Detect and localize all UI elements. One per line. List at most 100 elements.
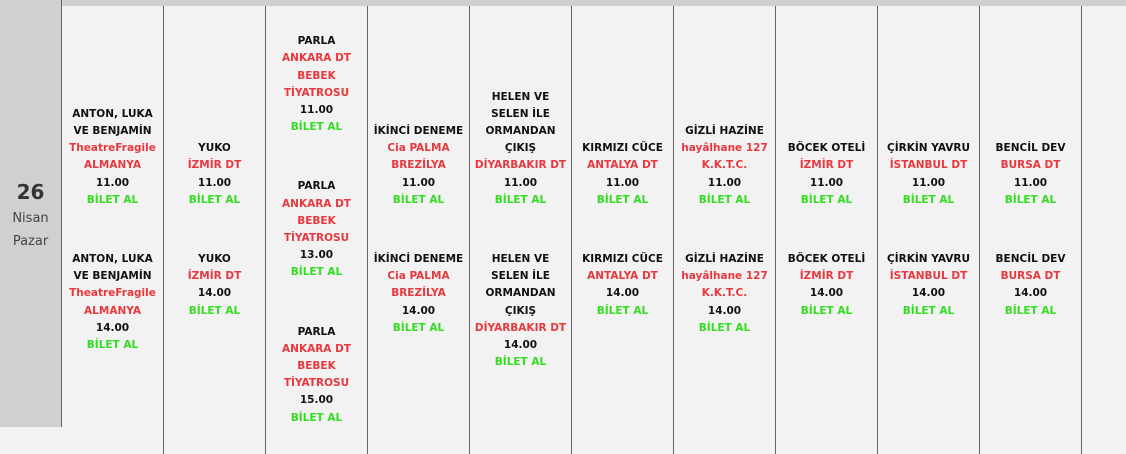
- buy-ticket-link[interactable]: BİLET AL: [902, 193, 955, 206]
- company-name: BREZİLYA: [391, 287, 446, 300]
- buy-ticket-link[interactable]: BİLET AL: [494, 356, 547, 369]
- buy-ticket-link[interactable]: BİLET AL: [902, 304, 955, 317]
- date-weekday: Pazar: [12, 234, 49, 249]
- company-name: BURSA DT: [1000, 270, 1061, 283]
- session: ANTON, LUKA VE BENJAMİN TheatreFragile ALM…: [62, 106, 163, 209]
- buy-ticket-link[interactable]: BİLET AL: [392, 321, 445, 334]
- company-name: ANKARA DT: [282, 197, 351, 210]
- play-title: PARLA: [297, 180, 336, 193]
- company-name: ANTALYA DT: [587, 270, 658, 283]
- company-name: İSTANBUL DT: [889, 159, 968, 172]
- buy-ticket-link[interactable]: BİLET AL: [494, 193, 547, 206]
- play-title: ANTON, LUKA VE BENJAMİN: [72, 253, 153, 283]
- buy-ticket-link[interactable]: BİLET AL: [290, 266, 343, 279]
- play-title: ANTON, LUKA VE BENJAMİN: [72, 107, 153, 137]
- buy-ticket-link[interactable]: BİLET AL: [596, 193, 649, 206]
- session: ÇİRKİN YAVRU İSTANBUL DT 11.00 BİLET AL: [885, 140, 972, 209]
- buy-ticket-link[interactable]: BİLET AL: [392, 193, 445, 206]
- company-name: ALMANYA: [84, 159, 141, 172]
- buy-ticket-link[interactable]: BİLET AL: [86, 339, 139, 352]
- date-month: Nisan: [12, 211, 49, 226]
- session: ANTON, LUKA VE BENJAMİN TheatreFragile ALM…: [62, 251, 163, 354]
- company-name: DİYARBAKIR DT: [474, 321, 567, 334]
- company-name: K.K.T.C.: [701, 159, 748, 172]
- play-title: BÖCEK OTELİ: [787, 253, 866, 265]
- buy-ticket-link[interactable]: BİLET AL: [698, 193, 751, 206]
- schedule-grid: ANTON, LUKA VE BENJAMİN TheatreFragile ALM…: [62, 6, 1126, 454]
- session: KIRMIZI CÜCE ANTALYA DT 11.00 BİLET AL: [580, 140, 665, 209]
- buy-ticket-link[interactable]: BİLET AL: [596, 304, 649, 317]
- company-name: BEBEK: [297, 69, 336, 82]
- buy-ticket-link[interactable]: BİLET AL: [800, 193, 853, 206]
- company-name: ANKARA DT: [282, 342, 351, 355]
- buy-ticket-link[interactable]: BİLET AL: [800, 304, 853, 317]
- play-title: KIRMIZI CÜCE: [582, 142, 663, 155]
- session: BENCİL DEV BURSA DT 11.00 BİLET AL: [994, 140, 1068, 209]
- play-title: İKİNCİ DENEME: [373, 124, 464, 137]
- session-time: 11.00: [503, 176, 538, 189]
- session: YUKO İZMİR DT 11.00 BİLET AL: [186, 140, 244, 209]
- company-name: K.K.T.C.: [701, 287, 748, 300]
- session: İKİNCİ DENEME Cia PALMA BREZİLYA 11.00 BİLET…: [372, 123, 465, 209]
- session-time: 14.00: [95, 321, 130, 334]
- session-time: 11.00: [605, 176, 640, 189]
- header-strip: [0, 0, 1126, 6]
- company-name: hayâlhane 127: [681, 142, 768, 155]
- session-time: 14.00: [197, 287, 232, 300]
- company-name: TheatreFragile: [69, 287, 156, 300]
- buy-ticket-link[interactable]: BİLET AL: [698, 321, 751, 334]
- play-title: KIRMIZI CÜCE: [582, 253, 663, 265]
- company-name: TİYATROSU: [283, 232, 350, 244]
- session: GİZLİ HAZİNE hayâlhane 127 K.K.T.C. 11.00 Bİ…: [679, 123, 770, 209]
- play-title: GİZLİ HAZİNE: [685, 124, 764, 137]
- play-title: BÖCEK OTELİ: [787, 142, 866, 155]
- company-name: ALMANYA: [84, 304, 141, 317]
- schedule-cell: BÖCEK OTELİ İZMİR DT 11.00 BİLET AL BÖCEK OT…: [776, 6, 878, 454]
- buy-ticket-link[interactable]: BİLET AL: [188, 304, 241, 317]
- buy-ticket-link[interactable]: BİLET AL: [86, 193, 139, 206]
- play-title: GİZLİ HAZİNE: [685, 253, 764, 265]
- buy-ticket-link[interactable]: BİLET AL: [1004, 193, 1057, 206]
- play-title: BENCİL DEV: [995, 142, 1066, 155]
- schedule-cell: İKİNCİ DENEME Cia PALMA BREZİLYA 11.00 BİLET…: [368, 6, 470, 454]
- play-title: HELEN VE SELEN İLE ORMANDAN ÇIKIŞ: [485, 90, 556, 155]
- play-title: YUKO: [198, 142, 231, 155]
- company-name: BEBEK: [297, 214, 336, 227]
- company-name: Cia PALMA: [387, 142, 450, 155]
- buy-ticket-link[interactable]: BİLET AL: [290, 411, 343, 424]
- company-name: DİYARBAKIR DT: [474, 159, 567, 172]
- date-day: 26: [16, 180, 45, 204]
- play-title: İKİNCİ DENEME: [373, 253, 464, 265]
- company-name: TheatreFragile: [69, 142, 156, 155]
- session-time: 14.00: [707, 304, 742, 317]
- schedule-cell: ANTON, LUKA VE BENJAMİN TheatreFragile ALM…: [62, 6, 164, 454]
- session-time: 14.00: [1013, 287, 1048, 300]
- session: BENCİL DEV BURSA DT 14.00 BİLET AL: [994, 251, 1068, 320]
- session: KIRMIZI CÜCE ANTALYA DT 14.00 BİLET AL: [580, 251, 665, 320]
- buy-ticket-link[interactable]: BİLET AL: [1004, 304, 1057, 317]
- session-time: 13.00: [299, 249, 334, 262]
- schedule-cell: GİZLİ HAZİNE hayâlhane 127 K.K.T.C. 11.00 Bİ…: [674, 6, 776, 454]
- company-name: İZMİR DT: [799, 159, 854, 172]
- company-name: İZMİR DT: [799, 270, 854, 283]
- session-time: 11.00: [911, 176, 946, 189]
- company-name: İZMİR DT: [187, 159, 242, 172]
- session: PARLA ANKARA DT BEBEK TİYATROSU 11.00 BİLET A…: [280, 33, 353, 136]
- play-title: BENCİL DEV: [995, 253, 1066, 265]
- buy-ticket-link[interactable]: BİLET AL: [188, 193, 241, 206]
- session-time: 11.00: [401, 176, 436, 189]
- company-name: BREZİLYA: [391, 159, 446, 172]
- company-name: İSTANBUL DT: [889, 270, 968, 283]
- session: BÖCEK OTELİ İZMİR DT 11.00 BİLET AL: [786, 140, 867, 209]
- buy-ticket-link[interactable]: BİLET AL: [290, 121, 343, 134]
- company-name: Cia PALMA: [387, 270, 450, 283]
- session-time: 15.00: [299, 394, 334, 407]
- play-title: PARLA: [297, 325, 336, 338]
- play-title: YUKO: [198, 253, 231, 265]
- session: YUKO İZMİR DT 14.00 BİLET AL: [186, 251, 244, 320]
- play-title: ÇİRKİN YAVRU: [887, 253, 970, 265]
- session: BÖCEK OTELİ İZMİR DT 14.00 BİLET AL: [786, 251, 867, 320]
- session: PARLA ANKARA DT BEBEK TİYATROSU 15.00 BİLET A…: [280, 324, 353, 427]
- company-name: BEBEK: [297, 360, 336, 373]
- date-cell: 26 Nisan Pazar: [0, 0, 62, 427]
